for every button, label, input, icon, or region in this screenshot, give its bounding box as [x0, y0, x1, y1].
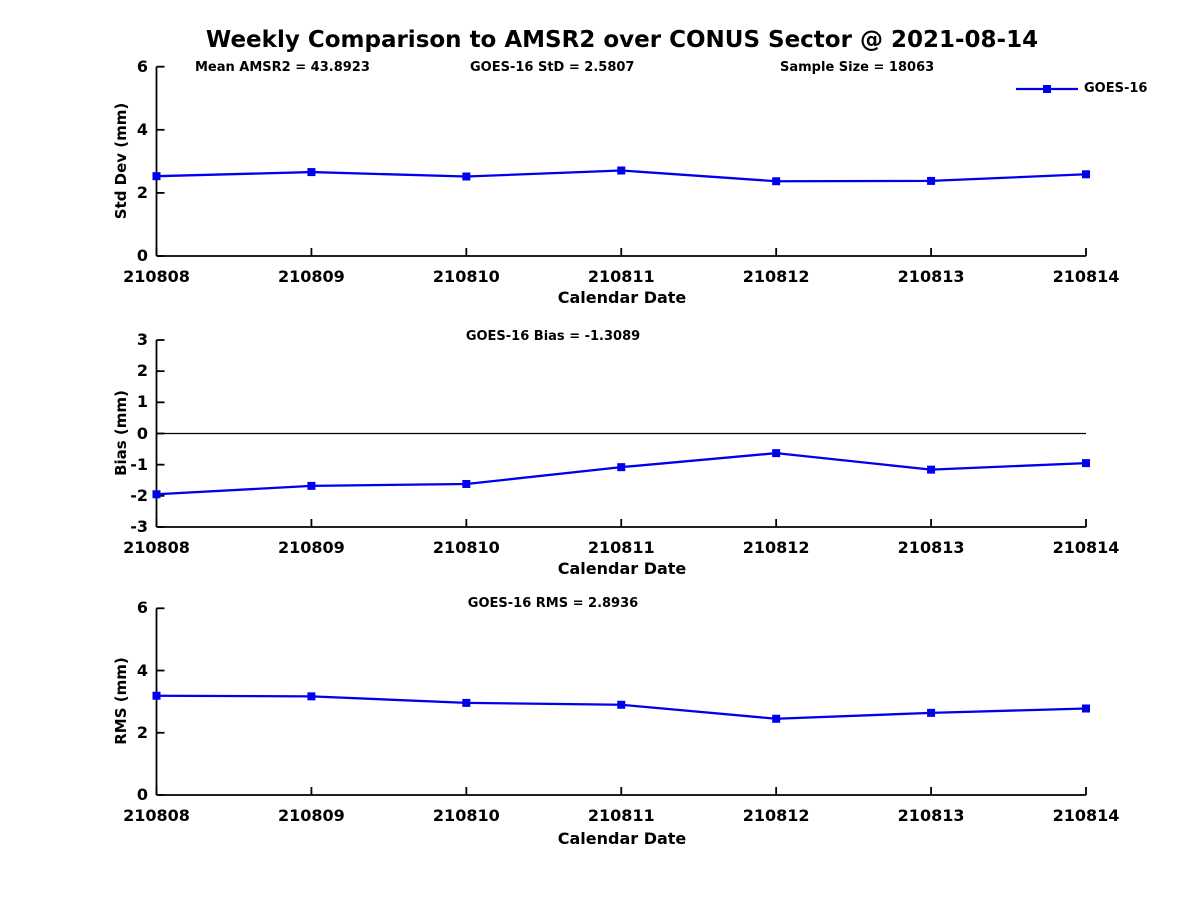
y-tick-label: 2	[136, 722, 148, 742]
x-tick-label: 210813	[897, 267, 965, 286]
x-axis-label-bottom: Calendar Date	[557, 829, 687, 848]
x-tick-label: 210808	[123, 538, 190, 557]
x-tick-label: 210814	[1052, 538, 1120, 557]
x-tick-label: 210810	[432, 806, 500, 825]
y-tick-label: 0	[136, 423, 148, 443]
data-point-marker	[307, 168, 316, 177]
data-point-marker	[307, 692, 316, 701]
x-axis-label-middle: Calendar Date	[557, 559, 687, 578]
annotation-goes16-std: GOES-16 StD = 2.5807	[470, 60, 635, 75]
data-point-marker	[927, 708, 936, 717]
data-point-marker	[462, 479, 471, 488]
data-point-marker	[617, 700, 626, 709]
data-point-marker	[152, 691, 161, 700]
data-point-marker	[152, 172, 161, 181]
data-point-marker	[617, 166, 626, 175]
y-tick-label: 6	[136, 598, 148, 618]
x-tick-label: 210812	[742, 538, 810, 557]
y-tick-label: 4	[136, 119, 148, 139]
data-point-marker	[152, 490, 161, 499]
annotation-sample-size: Sample Size = 18063	[780, 60, 935, 75]
data-point-marker	[617, 463, 626, 472]
legend-marker-sample	[1043, 85, 1051, 93]
x-tick-label: 210812	[742, 806, 810, 825]
data-point-marker	[772, 177, 781, 186]
y-tick-label: -3	[130, 517, 148, 536]
y-tick-label: 6	[136, 56, 148, 76]
x-axis-label-top: Calendar Date	[557, 288, 687, 307]
x-tick-label: 210813	[897, 806, 965, 825]
x-tick-label: 210808	[123, 806, 190, 825]
series-line	[155, 451, 1088, 496]
page-title: Weekly Comparison to AMSR2 over CONUS Se…	[205, 27, 1039, 53]
data-point-marker	[462, 698, 471, 707]
x-tick-label: 210811	[587, 538, 655, 557]
x-tick-label: 210812	[742, 267, 810, 286]
y-tick-label: -2	[130, 485, 148, 505]
annotation-goes16-rms: GOES-16 RMS = 2.8936	[467, 596, 639, 611]
y-tick-label: -1	[130, 454, 148, 474]
y-tick-label: 2	[136, 182, 148, 202]
x-tick-label: 210811	[587, 267, 655, 286]
y-tick-label: 2	[136, 361, 148, 381]
y-tick-label: 0	[136, 246, 148, 265]
data-point-marker	[1082, 459, 1090, 468]
data-point-marker	[1082, 704, 1090, 713]
data-point-marker	[772, 714, 781, 723]
x-tick-label: 210814	[1052, 267, 1120, 286]
data-point-marker	[307, 481, 316, 490]
x-tick-label: 210813	[897, 538, 965, 557]
data-point-marker	[772, 449, 781, 458]
annotation-mean-amsr2: Mean AMSR2 = 43.8923	[195, 60, 370, 75]
data-point-marker	[1082, 170, 1090, 179]
legend-label-goes16: GOES-16	[1084, 81, 1148, 96]
data-point-marker	[927, 176, 936, 185]
x-tick-label: 210809	[278, 806, 345, 825]
y-tick-label: 4	[136, 660, 148, 680]
x-tick-label: 210814	[1052, 806, 1120, 825]
x-tick-label: 210811	[587, 806, 655, 825]
x-tick-label: 210809	[278, 538, 345, 557]
data-point-marker	[462, 172, 471, 181]
x-tick-label: 210809	[278, 267, 345, 286]
y-tick-label: 0	[136, 785, 148, 804]
data-point-marker	[927, 465, 936, 474]
x-tick-label: 210808	[123, 267, 190, 286]
y-tick-label: 1	[136, 392, 148, 412]
annotation-goes16-bias: GOES-16 Bias = -1.3089	[465, 329, 641, 344]
x-tick-label: 210810	[432, 267, 500, 286]
x-tick-label: 210810	[432, 538, 500, 557]
y-tick-label: 3	[136, 330, 148, 349]
